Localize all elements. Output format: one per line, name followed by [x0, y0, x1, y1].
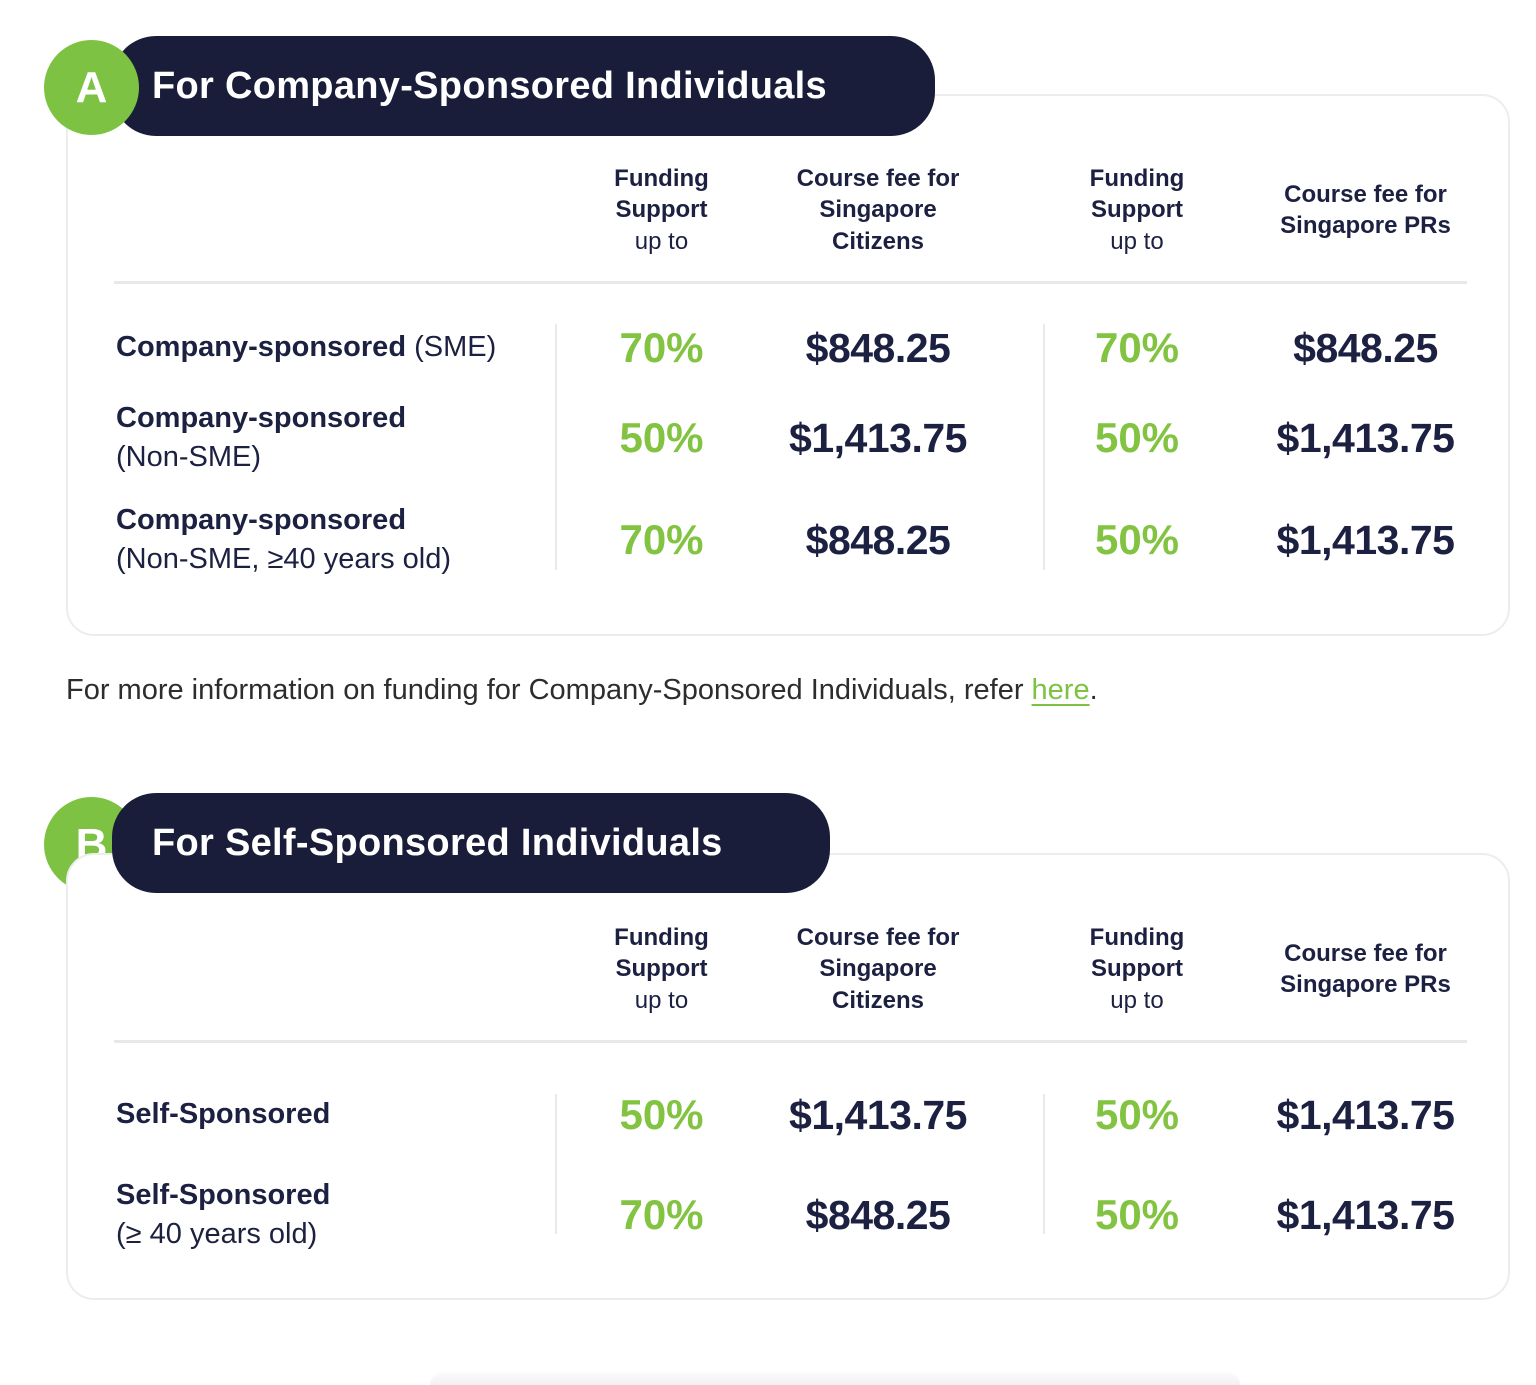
course-fee: $848.25	[805, 1191, 951, 1238]
row-label: Company-sponsored (Non-SME, ≥40 years ol…	[116, 503, 452, 575]
badge-a: A	[44, 40, 139, 135]
section-a-title: For Company-Sponsored Individuals	[152, 64, 827, 107]
column-header-funding-support-prs: Funding Support up to	[1089, 165, 1185, 255]
column-header-funding-support-prs: Funding Support up to	[1089, 924, 1185, 1014]
vertical-divider	[555, 324, 557, 570]
row-label: Self-Sponsored	[116, 1098, 331, 1131]
row-label: Company-sponsored (SME)	[116, 331, 497, 364]
course-fee: $1,413.75	[1276, 1091, 1455, 1138]
course-fee: $848.25	[805, 516, 951, 563]
course-fee: $848.25	[805, 324, 951, 371]
course-fee: $1,413.75	[789, 1091, 967, 1138]
funding-percent: 70%	[619, 1191, 704, 1238]
table-row: Self-Sponsored (≥ 40 years old) 70% $848…	[68, 1160, 1504, 1270]
section-b-table-header: Funding Support up to Course fee for Sin…	[68, 899, 1508, 1039]
section-a-table-header: Funding Support up to Course fee for Sin…	[68, 140, 1508, 280]
funding-percent: 70%	[619, 516, 704, 563]
column-header-funding-support-citizens: Funding Support up to	[614, 924, 709, 1014]
funding-percent: 50%	[1094, 1091, 1180, 1138]
table-row: Company-sponsored (SME) 70% $848.25 70% …	[68, 300, 1504, 396]
course-fee: $848.25	[1293, 324, 1438, 371]
course-fee: $1,413.75	[1276, 516, 1455, 563]
table-row: Self-Sponsored 50% $1,413.75 50% $1,413.…	[68, 1067, 1504, 1163]
column-header-course-fee-prs: Course fee for Singapore PRs	[1280, 180, 1451, 239]
vertical-divider	[555, 1094, 557, 1234]
vertical-divider	[1043, 1094, 1045, 1234]
course-fee: $1,413.75	[1276, 1191, 1455, 1238]
section-a-card: Funding Support up to Course fee for Sin…	[66, 94, 1510, 636]
row-label: Company-sponsored (Non-SME)	[116, 401, 407, 473]
header-divider	[114, 1040, 1467, 1043]
funding-percent: 50%	[619, 414, 704, 461]
funding-percent: 50%	[619, 1091, 704, 1138]
column-header-course-fee-citizens: Course fee for Singapore Citizens	[796, 924, 960, 1014]
funding-percent: 50%	[1094, 414, 1180, 461]
section-b-title: For Self-Sponsored Individuals	[152, 821, 723, 864]
table-row: Company-sponsored (Non-SME, ≥40 years ol…	[68, 485, 1504, 595]
course-fee: $1,413.75	[1276, 414, 1455, 461]
table-row: Company-sponsored (Non-SME) 50% $1,413.7…	[68, 383, 1504, 493]
section-b-card: Funding Support up to Course fee for Sin…	[66, 853, 1510, 1300]
section-a-header-pill: For Company-Sponsored Individuals	[112, 36, 935, 136]
here-link[interactable]: here	[1031, 674, 1090, 706]
row-label: Self-Sponsored (≥ 40 years old)	[116, 1178, 331, 1250]
funding-percent: 70%	[619, 324, 704, 371]
column-header-course-fee-prs: Course fee for Singapore PRs	[1280, 939, 1451, 998]
bottom-partial-card	[430, 1372, 1240, 1385]
column-header-course-fee-citizens: Course fee for Singapore Citizens	[796, 165, 960, 255]
vertical-divider	[1043, 324, 1045, 570]
column-header-funding-support-citizens: Funding Support up to	[614, 165, 709, 255]
header-divider	[114, 281, 1467, 284]
funding-percent: 50%	[1094, 1191, 1180, 1238]
funding-percent: 70%	[1094, 324, 1180, 371]
section-b-header-pill: For Self-Sponsored Individuals	[112, 793, 830, 893]
funding-info-note: For more information on funding for Comp…	[66, 674, 1098, 706]
course-fee: $1,413.75	[789, 414, 967, 461]
funding-percent: 50%	[1094, 516, 1180, 563]
